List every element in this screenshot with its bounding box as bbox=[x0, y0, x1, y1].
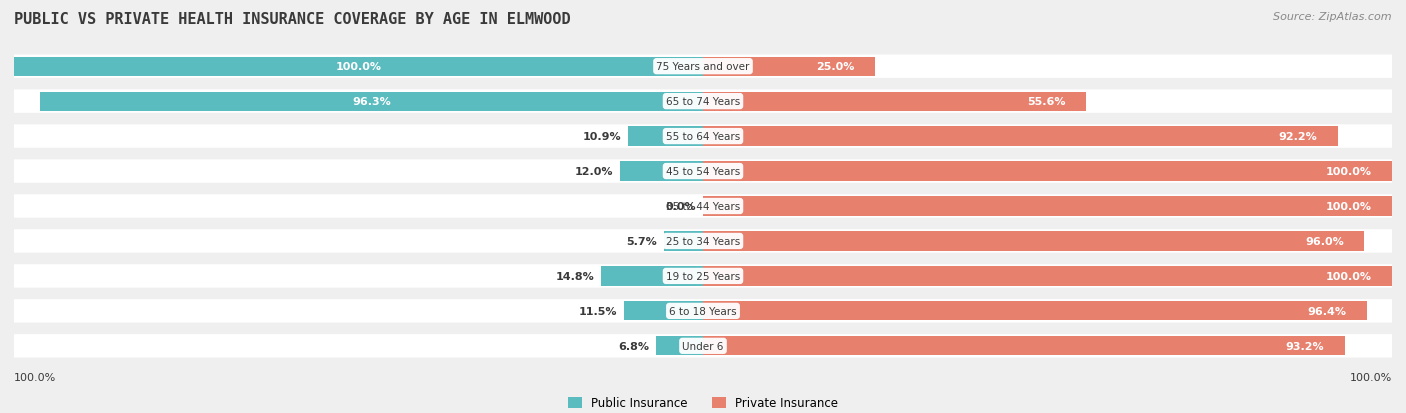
FancyBboxPatch shape bbox=[657, 337, 703, 356]
Text: 19 to 25 Years: 19 to 25 Years bbox=[666, 271, 740, 281]
Text: 6.8%: 6.8% bbox=[619, 341, 650, 351]
FancyBboxPatch shape bbox=[703, 92, 1085, 112]
FancyBboxPatch shape bbox=[628, 127, 703, 146]
FancyBboxPatch shape bbox=[14, 55, 1392, 79]
FancyBboxPatch shape bbox=[624, 301, 703, 321]
FancyBboxPatch shape bbox=[39, 92, 703, 112]
Text: 10.9%: 10.9% bbox=[582, 132, 621, 142]
FancyBboxPatch shape bbox=[703, 232, 1364, 251]
FancyBboxPatch shape bbox=[703, 197, 1392, 216]
Text: 65 to 74 Years: 65 to 74 Years bbox=[666, 97, 740, 107]
Text: 75 Years and over: 75 Years and over bbox=[657, 62, 749, 72]
FancyBboxPatch shape bbox=[703, 162, 1392, 181]
Text: 5.7%: 5.7% bbox=[626, 236, 657, 247]
FancyBboxPatch shape bbox=[14, 195, 1392, 218]
Text: 45 to 54 Years: 45 to 54 Years bbox=[666, 166, 740, 177]
Text: 96.4%: 96.4% bbox=[1308, 306, 1347, 316]
Text: 0.0%: 0.0% bbox=[665, 202, 696, 211]
FancyBboxPatch shape bbox=[703, 337, 1346, 356]
Text: 25.0%: 25.0% bbox=[817, 62, 855, 72]
Text: 96.3%: 96.3% bbox=[352, 97, 391, 107]
FancyBboxPatch shape bbox=[14, 90, 1392, 114]
Text: 100.0%: 100.0% bbox=[1326, 166, 1371, 177]
Text: 93.2%: 93.2% bbox=[1286, 341, 1324, 351]
Text: 55 to 64 Years: 55 to 64 Years bbox=[666, 132, 740, 142]
FancyBboxPatch shape bbox=[664, 232, 703, 251]
FancyBboxPatch shape bbox=[703, 127, 1339, 146]
FancyBboxPatch shape bbox=[620, 162, 703, 181]
Text: 100.0%: 100.0% bbox=[336, 62, 381, 72]
Text: 92.2%: 92.2% bbox=[1279, 132, 1317, 142]
Text: 6 to 18 Years: 6 to 18 Years bbox=[669, 306, 737, 316]
FancyBboxPatch shape bbox=[14, 230, 1392, 253]
Text: 100.0%: 100.0% bbox=[1326, 271, 1371, 281]
Text: Under 6: Under 6 bbox=[682, 341, 724, 351]
Text: 14.8%: 14.8% bbox=[555, 271, 595, 281]
Text: 35 to 44 Years: 35 to 44 Years bbox=[666, 202, 740, 211]
Text: PUBLIC VS PRIVATE HEALTH INSURANCE COVERAGE BY AGE IN ELMWOOD: PUBLIC VS PRIVATE HEALTH INSURANCE COVER… bbox=[14, 12, 571, 27]
FancyBboxPatch shape bbox=[703, 301, 1367, 321]
FancyBboxPatch shape bbox=[14, 299, 1392, 323]
Text: 12.0%: 12.0% bbox=[575, 166, 613, 177]
FancyBboxPatch shape bbox=[14, 125, 1392, 148]
Text: 100.0%: 100.0% bbox=[1326, 202, 1371, 211]
Text: 96.0%: 96.0% bbox=[1305, 236, 1344, 247]
Text: 100.0%: 100.0% bbox=[1350, 372, 1392, 382]
FancyBboxPatch shape bbox=[600, 267, 703, 286]
FancyBboxPatch shape bbox=[14, 265, 1392, 288]
FancyBboxPatch shape bbox=[703, 267, 1392, 286]
FancyBboxPatch shape bbox=[14, 160, 1392, 183]
Text: 100.0%: 100.0% bbox=[14, 372, 56, 382]
Text: 55.6%: 55.6% bbox=[1026, 97, 1066, 107]
Legend: Public Insurance, Private Insurance: Public Insurance, Private Insurance bbox=[564, 392, 842, 413]
FancyBboxPatch shape bbox=[703, 57, 875, 76]
FancyBboxPatch shape bbox=[14, 334, 1392, 358]
Text: Source: ZipAtlas.com: Source: ZipAtlas.com bbox=[1274, 12, 1392, 22]
Text: 11.5%: 11.5% bbox=[578, 306, 617, 316]
Text: 25 to 34 Years: 25 to 34 Years bbox=[666, 236, 740, 247]
FancyBboxPatch shape bbox=[14, 57, 703, 76]
